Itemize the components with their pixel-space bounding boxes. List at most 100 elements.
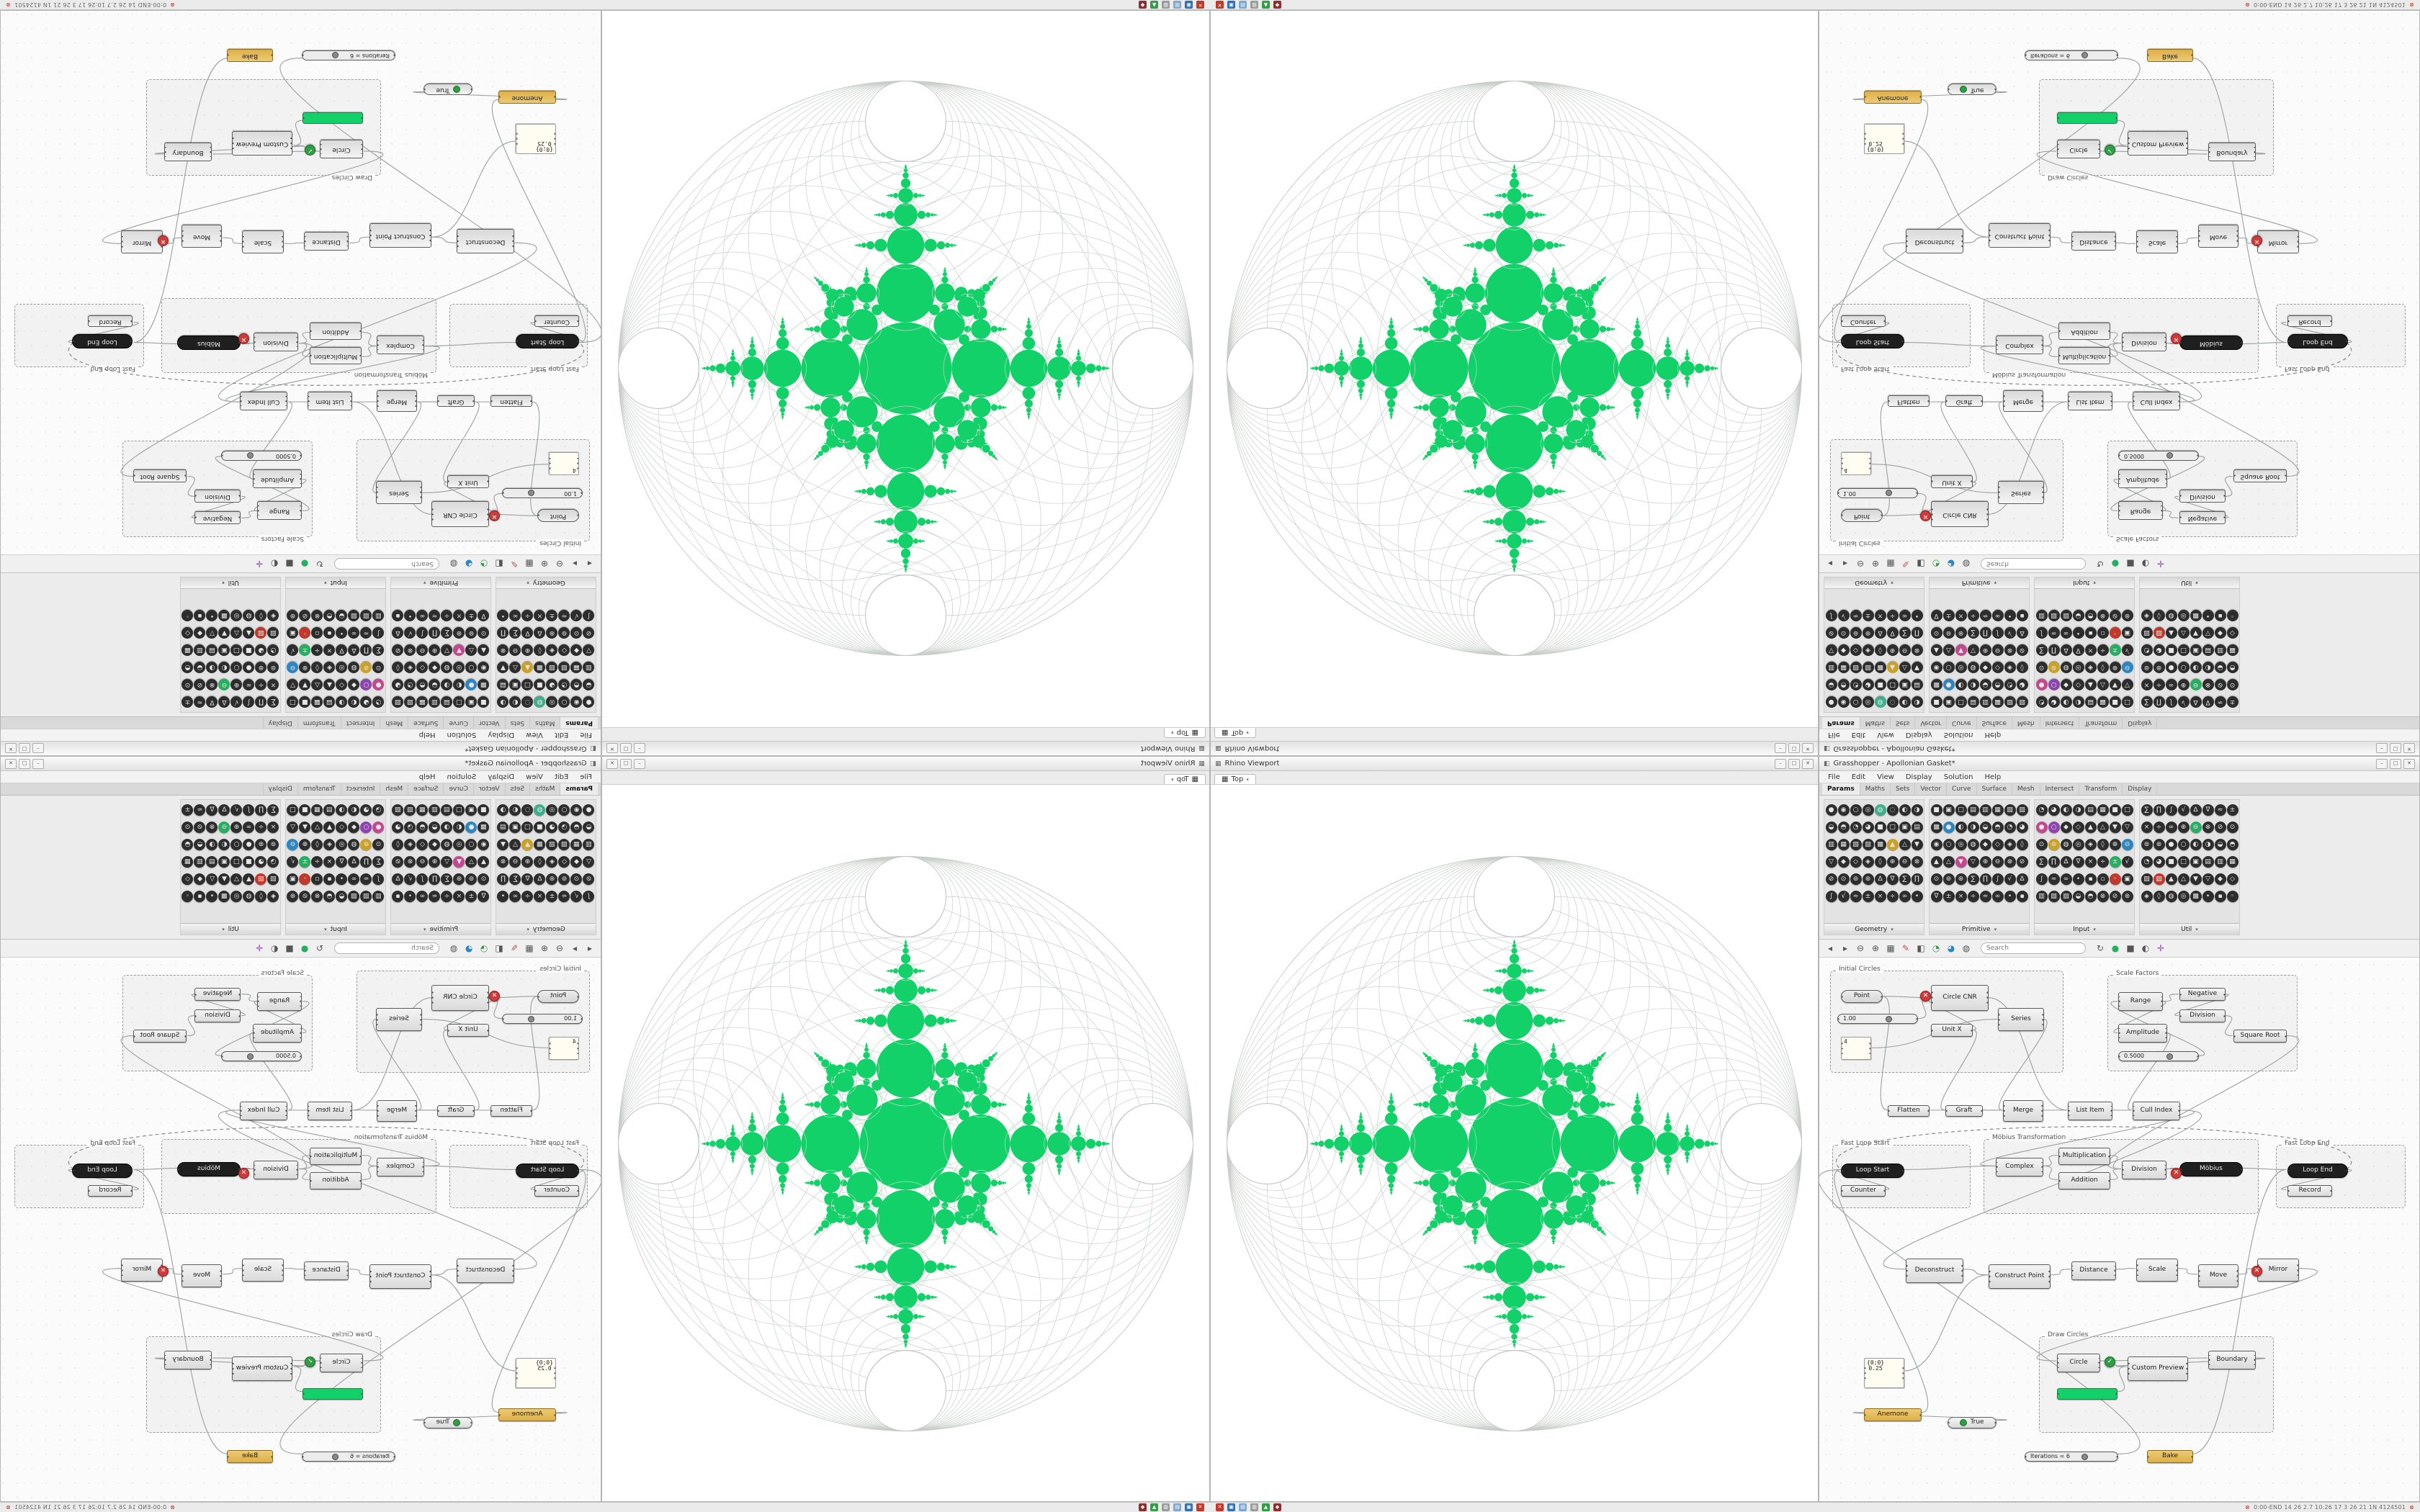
component-icon[interactable]: ⊘ bbox=[194, 822, 206, 833]
component-icon[interactable]: ⊗ bbox=[2004, 644, 2016, 656]
component-icon[interactable]: ∑ bbox=[372, 856, 385, 868]
palette-group-label[interactable]: Util ▾ bbox=[2140, 577, 2239, 589]
component-icon[interactable]: ∇ bbox=[206, 804, 218, 816]
component-icon[interactable]: ▨ bbox=[2153, 627, 2165, 639]
component-icon[interactable]: ◒ bbox=[1979, 679, 1991, 690]
component-icon[interactable]: ○ bbox=[360, 679, 372, 690]
component-icon[interactable]: ▥ bbox=[2214, 644, 2226, 656]
component-icon[interactable]: ▲ bbox=[478, 856, 490, 868]
component-icon[interactable]: ▤ bbox=[1911, 679, 1923, 690]
component-icon[interactable]: ◊ bbox=[534, 644, 546, 656]
component-icon[interactable]: △ bbox=[1899, 839, 1911, 850]
component-icon[interactable]: ▥ bbox=[429, 804, 441, 816]
node-list-item[interactable]: List Item bbox=[2068, 392, 2112, 410]
component-icon[interactable]: ● bbox=[2035, 822, 2048, 833]
component-icon[interactable]: ◈ bbox=[546, 644, 558, 656]
node-merge[interactable]: Merge bbox=[2003, 390, 2043, 412]
component-icon[interactable]: ▥ bbox=[372, 891, 385, 902]
component-icon[interactable]: ◎ bbox=[453, 662, 465, 673]
tray-app-green-icon[interactable]: ▲ bbox=[1150, 1, 1158, 9]
menu-item-view[interactable]: View bbox=[1877, 773, 1894, 781]
component-icon[interactable]: ● bbox=[2165, 839, 2177, 850]
component-icon[interactable]: ◆ bbox=[2214, 627, 2226, 639]
component-icon[interactable]: ◔ bbox=[2004, 822, 2016, 833]
component-icon[interactable]: • bbox=[1911, 891, 1923, 902]
node-counter[interactable]: Counter bbox=[534, 315, 579, 327]
component-icon[interactable]: ● bbox=[243, 662, 255, 673]
component-icon[interactable]: ◊ bbox=[2097, 662, 2109, 673]
zoom-in-icon[interactable]: ⊕ bbox=[1871, 943, 1880, 953]
component-icon[interactable]: ▥ bbox=[372, 610, 385, 621]
zoom-out-icon[interactable]: ⊖ bbox=[555, 943, 564, 953]
component-icon[interactable]: ▩ bbox=[218, 891, 230, 902]
component-icon[interactable]: ◔ bbox=[558, 822, 570, 833]
node-deconstruct[interactable]: Deconstruct bbox=[457, 229, 514, 253]
component-icon[interactable]: ∏ bbox=[255, 804, 267, 816]
preview-toggle-icon[interactable]: ◐ bbox=[2141, 559, 2150, 569]
component-icon[interactable]: ◔ bbox=[2035, 696, 2048, 708]
component-icon[interactable]: ◔ bbox=[2035, 804, 2048, 816]
node-graft[interactable]: Graft bbox=[1945, 1105, 1983, 1117]
component-icon[interactable]: ▤ bbox=[1967, 804, 1979, 816]
component-icon[interactable]: ⊛ bbox=[453, 873, 465, 885]
node-amplitude[interactable]: Amplitude bbox=[2118, 469, 2167, 488]
component-icon[interactable]: ∞ bbox=[243, 679, 255, 690]
component-icon[interactable]: ± bbox=[546, 610, 558, 621]
window-button[interactable]: – bbox=[32, 743, 44, 754]
component-icon[interactable]: ◉ bbox=[570, 804, 583, 816]
component-icon[interactable]: ▽ bbox=[583, 856, 595, 868]
component-icon[interactable]: ◑ bbox=[336, 696, 348, 708]
component-icon[interactable]: ∑ bbox=[1899, 627, 1911, 639]
node--0-0-0-25[interactable]: {0;0} 0.25 bbox=[1864, 124, 1904, 154]
component-icon[interactable]: ⊘ bbox=[2109, 610, 2121, 621]
component-icon[interactable]: ± bbox=[1862, 891, 1874, 902]
window-button[interactable]: – bbox=[32, 758, 44, 769]
component-icon[interactable]: ◈ bbox=[2004, 662, 2016, 673]
component-icon[interactable]: ∏ bbox=[2048, 856, 2060, 868]
node-circle[interactable]: Circle bbox=[2057, 1354, 2100, 1372]
component-icon[interactable]: ○ bbox=[2048, 679, 2060, 690]
viewport-tab-top[interactable]: ▦ Top ▾ bbox=[1214, 774, 1256, 784]
component-icon[interactable]: □ bbox=[1886, 679, 1899, 690]
component-icon[interactable]: ◊ bbox=[255, 610, 267, 621]
component-icon[interactable]: ▦ bbox=[311, 696, 323, 708]
component-icon[interactable]: ÷ bbox=[2097, 644, 2109, 656]
node-1-00[interactable]: 1.00 bbox=[502, 1014, 583, 1024]
viewport-titlebar[interactable]: ▦ Rhino Viewport – □ ✕ bbox=[1211, 757, 1818, 771]
tab-transform[interactable]: Transform bbox=[297, 717, 341, 729]
component-icon[interactable]: ▼ bbox=[2109, 822, 2121, 833]
component-icon[interactable]: ⊕ bbox=[521, 856, 534, 868]
node-circle[interactable]: Circle bbox=[2057, 140, 2100, 158]
node-division[interactable]: Division bbox=[194, 490, 241, 503]
component-icon[interactable]: ▤ bbox=[323, 804, 336, 816]
component-icon[interactable]: ◑ bbox=[1911, 804, 1923, 816]
recompute-icon[interactable]: ↻ bbox=[2096, 559, 2105, 569]
component-icon[interactable]: ◓ bbox=[2226, 662, 2238, 673]
component-icon[interactable]: ▽ bbox=[2202, 627, 2214, 639]
node-addition[interactable]: Addition bbox=[310, 323, 362, 340]
component-icon[interactable]: • bbox=[206, 891, 218, 902]
component-icon[interactable]: ◊ bbox=[534, 856, 546, 868]
component-icon[interactable]: ◔ bbox=[2141, 644, 2153, 656]
viewport-canvas[interactable] bbox=[602, 785, 1209, 1501]
component-icon[interactable]: ≈ bbox=[1979, 610, 1991, 621]
component-icon[interactable]: ± bbox=[2226, 804, 2238, 816]
component-icon[interactable]: ■ bbox=[2109, 696, 2121, 708]
component-icon[interactable]: ◇ bbox=[558, 644, 570, 656]
node-range[interactable]: Range bbox=[257, 501, 302, 520]
component-icon[interactable]: ▨ bbox=[2016, 804, 2028, 816]
component-icon[interactable]: ∫ bbox=[243, 804, 255, 816]
node-point[interactable]: Point bbox=[1841, 990, 1883, 1003]
component-icon[interactable]: ▧ bbox=[267, 873, 279, 885]
component-icon[interactable]: ◒ bbox=[1825, 679, 1837, 690]
component-icon[interactable]: ≈ bbox=[429, 891, 441, 902]
sketch-icon[interactable]: ✎ bbox=[1901, 559, 1910, 569]
component-icon[interactable]: ◓ bbox=[182, 662, 194, 673]
menu-item-display[interactable]: Display bbox=[488, 731, 515, 739]
component-icon[interactable]: ◆ bbox=[194, 627, 206, 639]
component-icon[interactable]: ▥ bbox=[1825, 839, 1837, 850]
component-icon[interactable]: △ bbox=[2177, 873, 2190, 885]
component-icon[interactable]: ∫ bbox=[2165, 696, 2177, 708]
component-icon[interactable]: ⊕ bbox=[521, 644, 534, 656]
component-icon[interactable]: ▧ bbox=[360, 610, 372, 621]
